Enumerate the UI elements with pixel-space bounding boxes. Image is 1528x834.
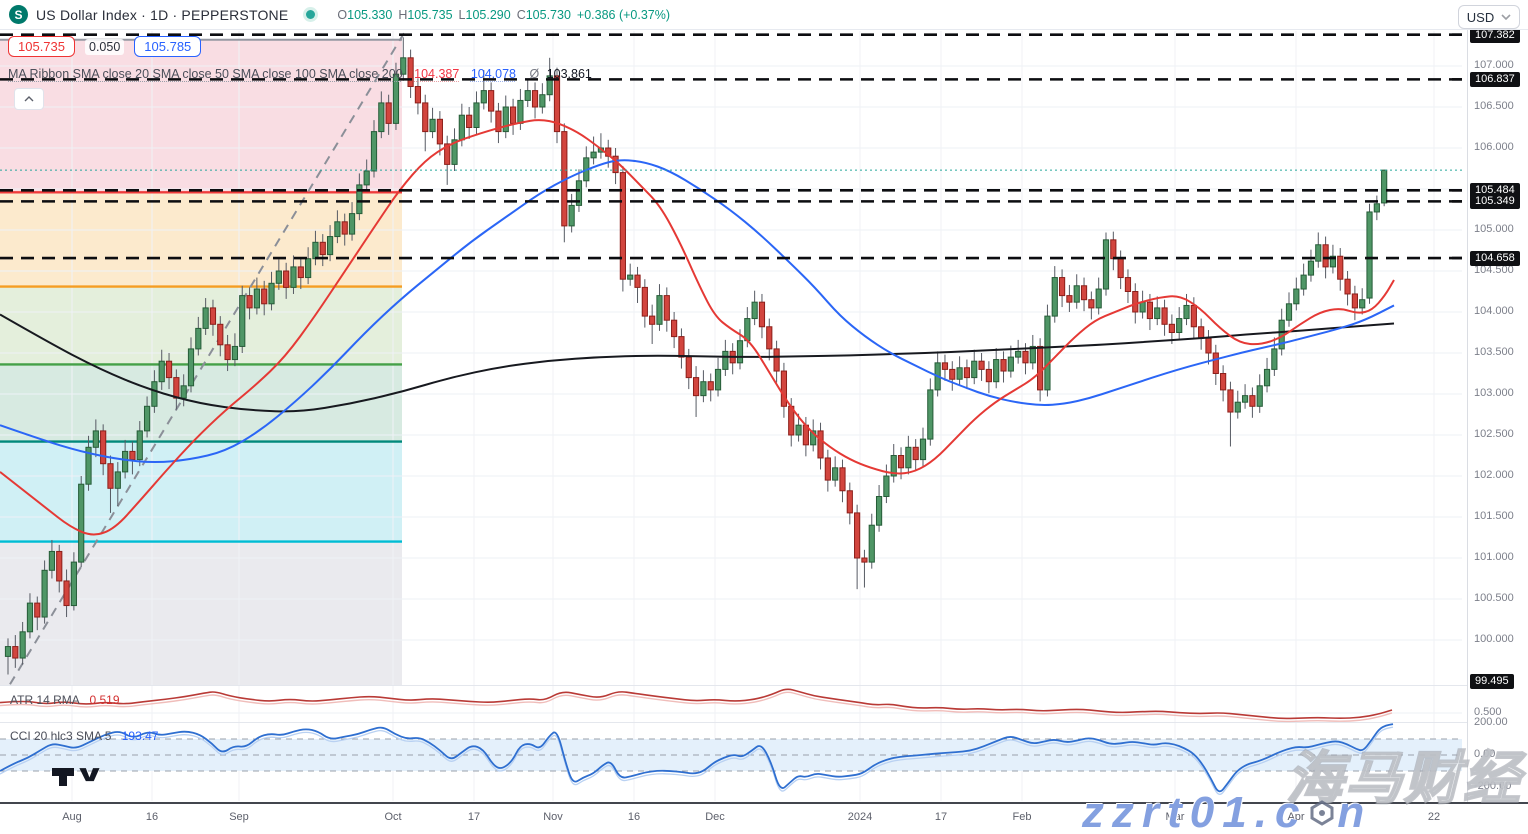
time-tick: Feb xyxy=(1012,811,1032,823)
time-tick: 17 xyxy=(934,811,948,823)
cci-value: 193.47 xyxy=(121,729,159,743)
price-tick: 100.500 xyxy=(1474,592,1514,604)
price-tick: 101.500 xyxy=(1474,510,1514,522)
time-tick: 2024 xyxy=(847,811,873,823)
collapse-panel-button[interactable] xyxy=(14,88,44,110)
price-tick: 103.500 xyxy=(1474,346,1514,358)
price-tick: 103.000 xyxy=(1474,387,1514,399)
ma-ribbon-title: MA Ribbon SMA close 20 SMA close 50 SMA … xyxy=(8,67,403,81)
chart-header: S US Dollar Index · 1D · PEPPERSTONE O10… xyxy=(0,0,1528,30)
ma-ribbon-value-sma20: 104.387 xyxy=(414,67,460,81)
time-tick: 17 xyxy=(467,811,481,823)
cci-tick: 200.00 xyxy=(1474,716,1508,728)
time-axis[interactable]: Aug 16 Sep Oct 17 Nov 16 Dec 2024 17 Feb Mar Apr 22 xyxy=(0,802,1528,834)
close-value: 105.730 xyxy=(525,7,571,22)
time-tick: Dec xyxy=(705,811,725,823)
cci-label: CCI 20 hlc3 SMA 5 xyxy=(10,729,112,743)
price-tick: 107.000 xyxy=(1474,59,1514,71)
level-price-label: 99.495 xyxy=(1470,674,1514,690)
ma-ribbon-legend[interactable]: MA Ribbon SMA close 20 SMA close 50 SMA … xyxy=(8,67,592,81)
time-tick: Apr xyxy=(1287,811,1305,823)
level-price-label: 104.658 xyxy=(1470,251,1520,267)
buy-price-box[interactable]: 105.785 xyxy=(134,36,202,57)
price-tick: 101.000 xyxy=(1474,551,1514,563)
currency-label: USD xyxy=(1466,9,1495,25)
time-tick: Mar xyxy=(1165,811,1185,823)
market-status-icon[interactable] xyxy=(306,10,316,19)
ma-ribbon-value-sma100: 104.078 xyxy=(470,67,516,81)
price-tick: 104.000 xyxy=(1474,305,1514,317)
close-label: C xyxy=(516,7,526,22)
hidden-value-icon: Ø xyxy=(529,67,540,81)
high-value: 105.735 xyxy=(407,7,453,22)
level-price-label: 107.382 xyxy=(1470,27,1520,43)
time-tick: 22 xyxy=(1427,811,1441,823)
change-value: +0.386 (+0.37%) xyxy=(576,7,671,22)
axis-separator xyxy=(0,802,1528,804)
high-label: H xyxy=(398,7,408,22)
price-tick: 106.500 xyxy=(1474,100,1514,112)
tradingview-logo-icon[interactable] xyxy=(52,766,116,788)
price-tick: 104.500 xyxy=(1474,264,1514,276)
price-tick: 102.500 xyxy=(1474,428,1514,440)
chevron-down-icon xyxy=(1501,14,1511,20)
open-label: O xyxy=(337,7,348,22)
time-tick: Nov xyxy=(543,811,563,823)
atr-value: 0.519 xyxy=(89,693,120,707)
cci-tick: -200.00 xyxy=(1474,780,1512,792)
ma-ribbon-value-sma200: 103.861 xyxy=(546,67,592,81)
time-tick: Oct xyxy=(384,811,402,823)
currency-selector[interactable]: USD xyxy=(1458,5,1520,29)
symbol-logo-icon[interactable]: S xyxy=(9,5,28,24)
order-price-labels: 105.735 0.050 105.785 xyxy=(8,36,202,57)
atr-label: ATR 14 RMA xyxy=(10,693,80,707)
low-value: 105.290 xyxy=(465,7,511,22)
atr-tick: 0.500 xyxy=(1474,706,1502,718)
price-tick: 100.000 xyxy=(1474,633,1514,645)
sell-price-box[interactable]: 105.735 xyxy=(8,36,75,57)
price-tick: 106.000 xyxy=(1474,141,1514,153)
time-tick: 16 xyxy=(627,811,641,823)
ohlc-readout: O105.330 H105.735 L105.290 C105.730 +0.3… xyxy=(337,8,670,22)
time-tick: Aug xyxy=(62,811,82,823)
price-axis[interactable]: 107.000 106.500 106.000 105.000 104.500 104.0… xyxy=(1467,27,1528,802)
chevron-up-icon xyxy=(24,96,34,102)
low-label: L xyxy=(458,7,466,22)
symbol-title[interactable]: US Dollar Index · 1D · PEPPERSTONE xyxy=(36,6,289,23)
cci-legend[interactable]: CCI 20 hlc3 SMA 5 193.47 xyxy=(10,729,158,743)
time-tick: 16 xyxy=(145,811,159,823)
level-price-label: 106.837 xyxy=(1470,72,1520,88)
cci-tick: 0.00 xyxy=(1474,748,1496,760)
price-tick: 102.000 xyxy=(1474,469,1514,481)
time-tick: Sep xyxy=(229,811,249,823)
open-value: 105.330 xyxy=(347,7,393,22)
price-tick: 105.000 xyxy=(1474,223,1514,235)
spread-value: 0.050 xyxy=(85,38,125,55)
atr-legend[interactable]: ATR 14 RMA 0.519 xyxy=(10,693,120,707)
level-price-label: 105.349 xyxy=(1470,194,1520,210)
